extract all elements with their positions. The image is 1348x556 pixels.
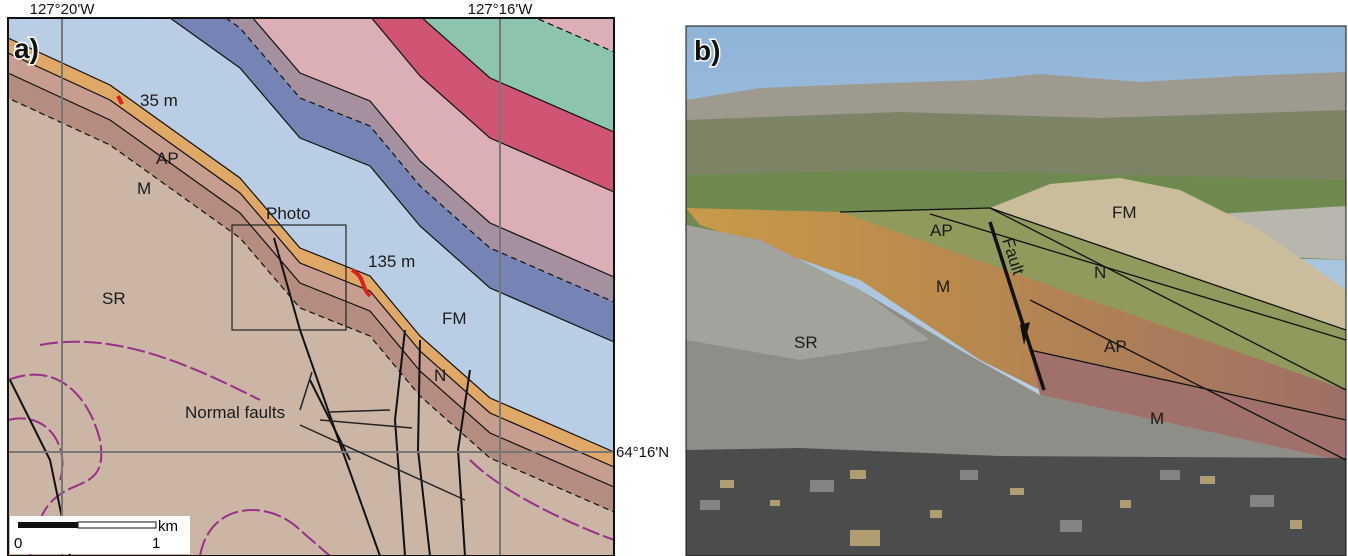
unit-label: M [1150,409,1164,428]
scale-tick: 0 [14,535,22,552]
unit-label: N [434,366,446,385]
unit-label: M [936,277,950,296]
figure: a) 127°20'W 127°16'W 64°16'N 35 m 135 m … [0,0,1348,556]
unit-label: M [137,179,151,198]
unit-label: FM [442,309,467,328]
faults-label: Normal faults [185,403,285,422]
thickness-label: 35 m [140,91,178,110]
photo [686,26,1346,556]
panel-label: b) [694,35,720,66]
unit-label: SR [102,289,126,308]
latitude-label: 64°16'N [616,444,669,461]
scale-bar: km 0 1 [10,516,190,554]
map [0,0,720,556]
unit-label: FM [1112,203,1137,222]
longitude-label: 127°20'W [30,1,96,18]
unit-label: AP [1104,337,1127,356]
thickness-label: 135 m [368,252,415,271]
scale-tick: 1 [152,535,160,552]
unit-label: SR [794,333,818,352]
unit-label: N [1094,263,1106,282]
photo-box-label: Photo [266,204,310,223]
unit-label: AP [156,149,179,168]
panel-label: a) [14,33,39,64]
unit-label: AP [930,221,953,240]
scale-unit: km [158,518,178,535]
longitude-label: 127°16'W [468,1,534,18]
